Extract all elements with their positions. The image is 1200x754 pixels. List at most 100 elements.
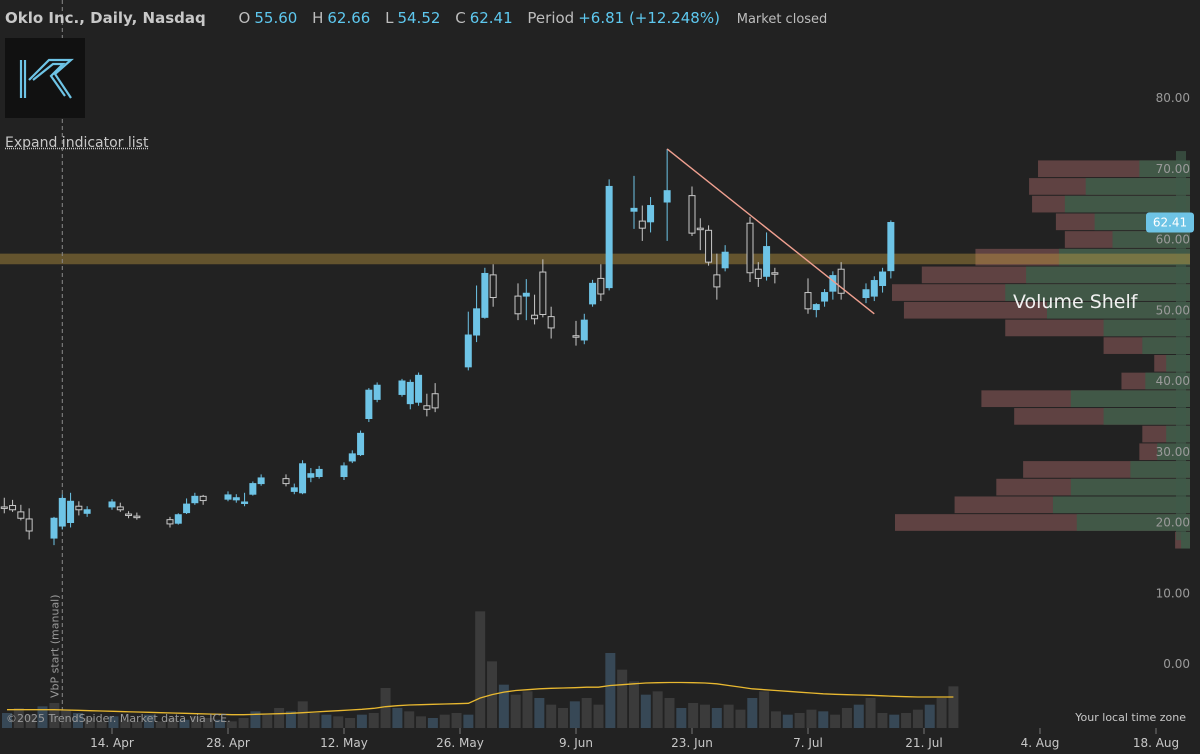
candle (431, 383, 439, 413)
candle (199, 494, 207, 505)
logo-mark (19, 58, 74, 99)
volume-profile (892, 151, 1190, 549)
candle-body (572, 335, 580, 338)
candle-body (473, 308, 481, 336)
volume-bar (309, 713, 320, 728)
candle-body (224, 494, 232, 500)
volume-bar (155, 721, 166, 728)
candle-body (257, 477, 265, 485)
y-tick-label: 60.00 (1156, 233, 1190, 247)
volume-bar (948, 686, 959, 728)
high-value: 62.66 (327, 9, 371, 27)
candle (580, 313, 588, 345)
candle (473, 285, 481, 343)
candle-body (307, 473, 315, 478)
volume-bar (203, 718, 214, 728)
trendline[interactable] (666, 148, 875, 315)
candle (58, 494, 66, 530)
volume-bar (841, 708, 852, 728)
candle-body (647, 205, 655, 223)
candle-body (249, 483, 257, 495)
candle-body (589, 282, 597, 305)
candle (282, 474, 290, 487)
volume-bar (392, 708, 403, 728)
candle (232, 494, 240, 503)
candle (191, 492, 199, 505)
volume-bar (179, 719, 190, 728)
candle-body (373, 384, 381, 400)
volume-bar (924, 704, 935, 728)
volume-bar (96, 721, 107, 728)
candle-body (398, 380, 406, 395)
period-value: +6.81 (+12.248%) (578, 9, 720, 27)
candle-body (365, 389, 373, 419)
expand-indicator-list-link[interactable]: Expand indicator list (5, 135, 149, 151)
candle-body (630, 207, 638, 212)
candle-body (705, 229, 713, 263)
y-tick-label: 50.00 (1156, 303, 1190, 317)
volume-bar (416, 716, 427, 728)
volume-average-line (7, 681, 954, 716)
candle-body (75, 505, 83, 511)
candle (887, 220, 895, 279)
vbp-start-label: VbP start (manual) (48, 594, 61, 698)
candle-body (199, 495, 207, 502)
volume-bar (356, 714, 367, 728)
candle (67, 492, 75, 528)
volume-bar (143, 714, 154, 728)
volume-bar (380, 688, 391, 728)
volume-shelf-label: Volume Shelf (1013, 291, 1139, 313)
volume-bar (72, 713, 83, 728)
volume-profile-bar-up (1103, 408, 1190, 425)
candle (25, 508, 33, 540)
candle-body (821, 292, 829, 302)
timezone-label[interactable]: Your local time zone (1074, 711, 1186, 724)
candle (415, 372, 423, 406)
candle-body (713, 274, 721, 288)
volume-bar (13, 708, 24, 728)
candle-body (696, 227, 704, 231)
volume-bar (333, 716, 344, 728)
volume-bar (676, 708, 687, 728)
volume-profile-bar-up (1058, 248, 1190, 266)
candle (398, 378, 406, 397)
candle-body (771, 272, 779, 275)
candle (481, 267, 489, 319)
candle (133, 512, 141, 520)
open-value: 55.60 (254, 9, 298, 27)
volume-bar (770, 711, 781, 728)
volume-bar (321, 714, 332, 728)
candle-body (241, 501, 249, 504)
candle-body (191, 495, 199, 504)
volume-bar (605, 653, 616, 728)
candle-body (108, 501, 116, 508)
volume-bar (593, 704, 604, 728)
candle-body (17, 511, 25, 519)
candle-body (754, 268, 762, 279)
candle-body (348, 453, 356, 462)
volume-bar (214, 719, 225, 728)
candle (597, 264, 605, 302)
close-value: 62.41 (469, 9, 513, 27)
candle (50, 516, 58, 546)
volume-bar (250, 711, 261, 728)
candle (315, 465, 323, 479)
candle (17, 504, 25, 521)
candle-body (174, 514, 182, 524)
candle-body (133, 515, 141, 519)
candle (522, 279, 530, 321)
candle (514, 283, 522, 321)
volume-bar (37, 706, 48, 728)
x-tick-label: 23. Jun (671, 736, 713, 750)
price-badge: 62.41 (1146, 212, 1194, 233)
candle-body (804, 292, 812, 310)
volume-bar (439, 714, 450, 728)
candle (0, 497, 8, 514)
volume-bar (688, 703, 699, 728)
candle-body (879, 271, 887, 286)
volume-bar (569, 701, 580, 728)
candle-body (290, 487, 298, 492)
volume-bar (853, 704, 864, 728)
volume-bar (345, 718, 356, 728)
